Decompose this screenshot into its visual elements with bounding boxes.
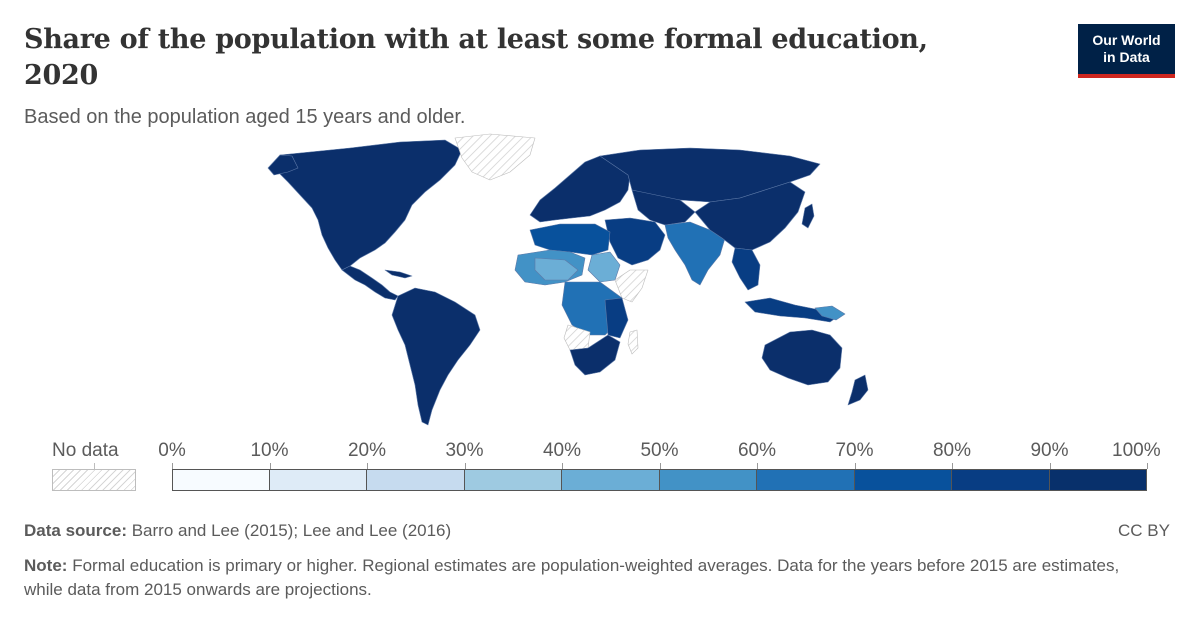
legend-tick-label: 40% (542, 440, 582, 461)
chart-title: Share of the population with at least so… (24, 24, 928, 91)
region-madagascar[interactable] (627, 329, 639, 355)
region-caribbean[interactable] (384, 269, 413, 279)
region-middle-east[interactable] (604, 217, 666, 266)
legend-tick-label: 50% (640, 440, 679, 461)
legend-no-data-swatch[interactable] (52, 469, 136, 491)
legend-bin[interactable] (1049, 469, 1147, 491)
region-north-africa[interactable] (529, 223, 611, 256)
legend-tick-mark (464, 463, 466, 469)
region-southern-africa[interactable] (569, 334, 621, 376)
region-sahel-low[interactable] (534, 257, 579, 281)
legend-tick-mark (1049, 463, 1051, 469)
legend-color-scale (172, 463, 1147, 492)
legend-tick-mark (269, 463, 271, 469)
region-north-america[interactable] (277, 139, 463, 271)
chart-note: Note: Formal education is primary or hig… (24, 554, 1134, 602)
legend-tick-mark (172, 463, 173, 469)
legend-tick-label: 70% (835, 440, 874, 461)
legend-tick-mark (1147, 463, 1148, 469)
legend-tick-mark (659, 463, 661, 469)
source-label: Data source: (24, 521, 127, 540)
legend-tick-label: 0% (158, 440, 186, 461)
legend-tick-mark (952, 463, 953, 469)
legend-tick-label: 100% (1112, 440, 1161, 461)
region-australia[interactable] (761, 329, 843, 386)
legend-tick-mark (562, 463, 563, 469)
legend-bin[interactable] (172, 469, 270, 491)
legend-tick-label: 60% (737, 440, 777, 461)
region-japan[interactable] (801, 203, 815, 229)
region-southeast-asia[interactable] (731, 247, 761, 291)
legend-tick-label: 80% (932, 440, 972, 461)
legend-bin[interactable] (952, 469, 1050, 491)
region-greenland[interactable] (454, 133, 536, 181)
logo-line-1: Our World (1092, 32, 1161, 48)
legend-bin[interactable] (269, 469, 367, 491)
data-source: Data source: Barro and Lee (2015); Lee a… (24, 521, 451, 541)
region-sudan[interactable] (587, 251, 621, 283)
region-alaska[interactable] (267, 154, 299, 176)
legend-tick-label: 30% (445, 440, 484, 461)
legend-bin[interactable] (854, 469, 952, 491)
logo-line-2: in Data (1103, 49, 1150, 65)
legend-tick-mark (757, 463, 758, 469)
source-text[interactable]: Barro and Lee (2015); Lee and Lee (2016) (131, 521, 452, 540)
note-text: Formal education is primary or higher. R… (24, 556, 1120, 599)
legend-tick-label: 20% (347, 440, 387, 461)
region-papua[interactable] (814, 305, 846, 321)
region-south-asia[interactable] (664, 221, 726, 286)
legend-bin[interactable] (757, 469, 855, 491)
legend-no-data-label: No data (52, 440, 119, 461)
region-south-america[interactable] (391, 287, 481, 426)
owid-logo[interactable]: Our World in Data (1078, 24, 1175, 78)
legend-bin[interactable] (659, 469, 757, 491)
legend-tick-mark (367, 463, 368, 469)
legend-bin[interactable] (464, 469, 562, 491)
region-europe[interactable] (529, 155, 631, 223)
legend-tick-label: 90% (1030, 440, 1069, 461)
note-label: Note: (24, 556, 68, 575)
license-link[interactable]: CC BY (1118, 521, 1170, 540)
legend-no-data-tick (94, 463, 95, 469)
world-map[interactable] (200, 120, 880, 440)
legend-tick-label: 10% (250, 440, 289, 461)
chart-subtitle: Based on the population aged 15 years an… (24, 106, 466, 128)
region-new-zealand[interactable] (847, 374, 869, 406)
legend-bin[interactable] (367, 469, 465, 491)
region-east-asia[interactable] (694, 181, 806, 251)
region-east-africa[interactable] (604, 297, 629, 339)
legend-tick-mark (854, 463, 856, 469)
legend-bin[interactable] (562, 469, 660, 491)
